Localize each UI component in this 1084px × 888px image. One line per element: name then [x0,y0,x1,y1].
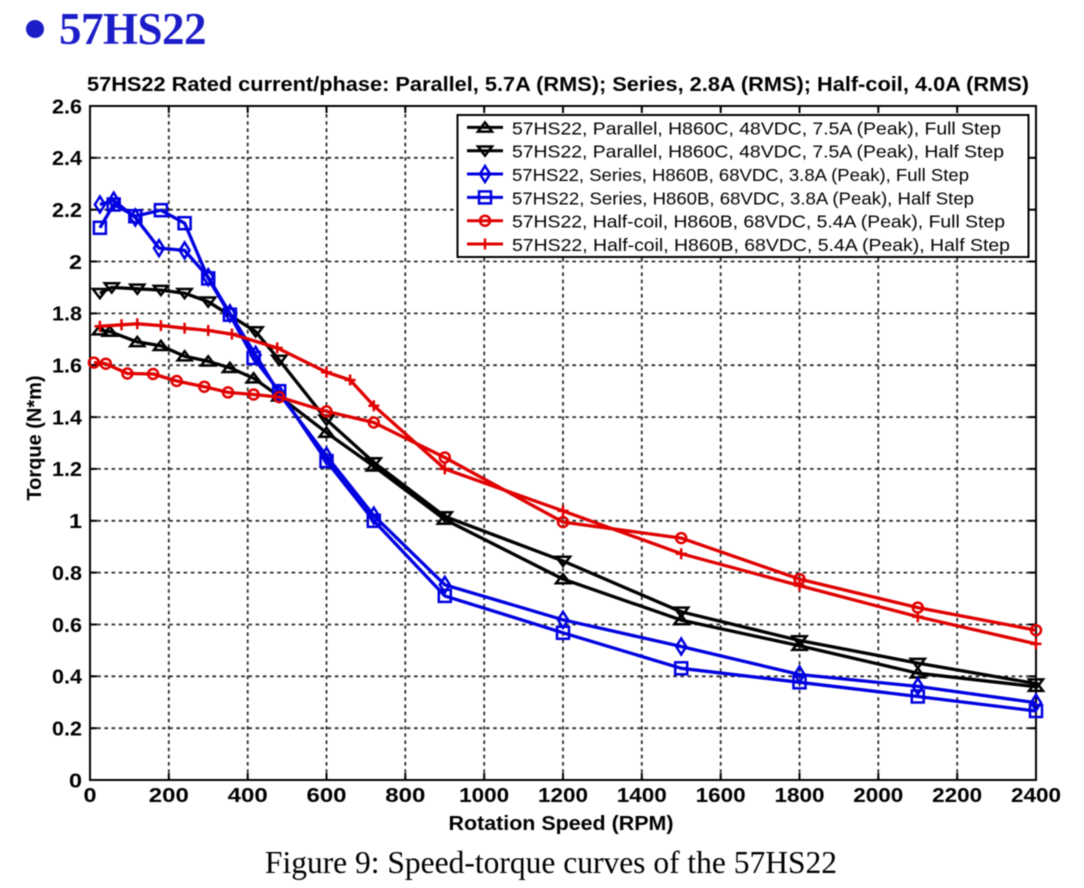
svg-text:0.2: 0.2 [52,719,82,741]
svg-text:57HS22, Parallel, H860C, 48VDC: 57HS22, Parallel, H860C, 48VDC, 7.5A (Pe… [512,118,1001,138]
svg-text:2200: 2200 [932,785,982,807]
svg-text:1200: 1200 [538,785,588,807]
svg-text:0.8: 0.8 [52,563,82,585]
svg-text:0: 0 [84,785,97,807]
svg-text:2000: 2000 [853,785,903,807]
svg-text:200: 200 [149,785,189,807]
svg-text:1.8: 1.8 [52,304,82,326]
svg-text:0: 0 [69,770,82,792]
svg-text:1.6: 1.6 [52,356,82,378]
svg-text:1.4: 1.4 [52,407,83,429]
svg-text:2.4: 2.4 [52,148,83,170]
svg-text:400: 400 [228,785,268,807]
svg-text:57HS22, Series, H860B, 68VDC,: 57HS22, Series, H860B, 68VDC, 3.8A (Peak… [512,165,969,185]
svg-text:57HS22, Parallel, H860C, 48VDC: 57HS22, Parallel, H860C, 48VDC, 7.5A (Pe… [512,142,1004,162]
svg-text:1800: 1800 [775,785,825,807]
svg-text:0.6: 0.6 [52,615,82,637]
svg-text:57HS22, Half-coil, H860B, 68VD: 57HS22, Half-coil, H860B, 68VDC, 5.4A (P… [512,235,1010,255]
svg-text:600: 600 [307,785,347,807]
svg-text:1.2: 1.2 [52,459,82,481]
svg-text:57HS22, Series, H860B, 68VDC,: 57HS22, Series, H860B, 68VDC, 3.8A (Peak… [512,188,974,208]
svg-text:1000: 1000 [459,785,509,807]
svg-text:1400: 1400 [617,785,667,807]
svg-text:800: 800 [385,785,425,807]
svg-text:2400: 2400 [1011,785,1061,807]
svg-text:2.6: 2.6 [52,96,82,118]
svg-text:2.2: 2.2 [52,200,82,222]
svg-text:1: 1 [69,511,82,533]
svg-text:Rotation Speed (RPM): Rotation Speed (RPM) [449,813,674,835]
svg-text:2: 2 [69,252,82,274]
svg-text:57HS22 Rated current/phase: Pa: 57HS22 Rated current/phase: Parallel, 5.… [87,74,1029,96]
svg-text:Torque (N*m): Torque (N*m) [24,375,46,500]
svg-text:1600: 1600 [696,785,746,807]
svg-text:0.4: 0.4 [52,667,83,689]
svg-text:57HS22, Half-coil, H860B, 68VD: 57HS22, Half-coil, H860B, 68VDC, 5.4A (P… [512,212,1005,232]
